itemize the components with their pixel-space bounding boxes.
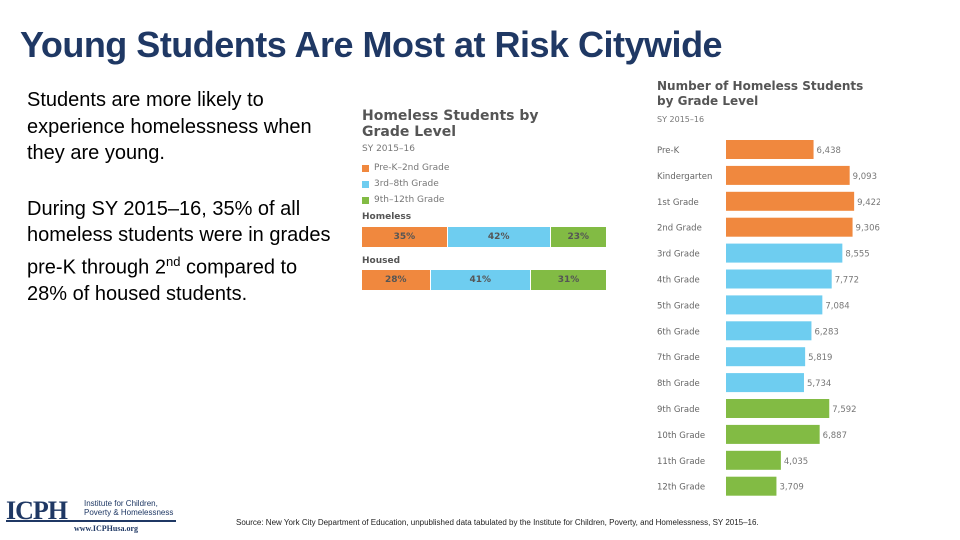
logo-url: www.ICPHusa.org <box>74 524 139 533</box>
legend-item-9th-12th: 9th–12th Grade <box>362 192 449 208</box>
bar-10th-grade <box>726 424 820 444</box>
icph-logo: ICPH Institute for Children, Poverty & H… <box>6 496 181 538</box>
count-chart-title-line2: by Grade Level <box>657 94 758 108</box>
logo-line2: Poverty & Homelessness <box>84 508 174 517</box>
legend-swatch-blue <box>362 180 369 188</box>
bar-5th-grade <box>726 295 823 315</box>
value-label-1st-grade: 9,422 <box>857 198 880 208</box>
stacked-chart-subtitle: SY 2015–16 <box>362 144 415 154</box>
category-label-8th-grade: 8th Grade <box>657 379 700 389</box>
legend-label-9th-12th: 9th–12th Grade <box>374 195 445 205</box>
group-label-housed: Housed <box>362 256 401 266</box>
legend-item-prek-2nd: Pre-K–2nd Grade <box>362 160 449 176</box>
stacked-chart-title-line1: Homeless Students by <box>362 108 539 124</box>
count-chart-subtitle: SY 2015–16 <box>657 115 704 124</box>
seg-housed-3rd-8th: 41% <box>430 270 532 290</box>
stacked-chart-title-line2: Grade Level <box>362 124 457 140</box>
category-label-7th-grade: 7th Grade <box>657 353 700 363</box>
legend-label-3rd-8th: 3rd–8th Grade <box>374 179 439 189</box>
bullet-1-part1: Students are more likely to experience h… <box>27 89 264 138</box>
value-label-7th-grade: 5,819 <box>808 353 832 363</box>
bullet-2-part2: compared to 28% of housed students. <box>27 256 298 305</box>
value-label-11th-grade: 4,035 <box>784 457 808 467</box>
bar-11th-grade <box>726 450 781 470</box>
seg-housed-9th-12th: 31% <box>531 270 607 290</box>
value-label-5th-grade: 7,084 <box>825 301 849 311</box>
legend-swatch-green <box>362 196 369 204</box>
bullet-text: Students are more likely to experience h… <box>27 87 337 307</box>
category-label-pre-k: Pre-K <box>657 146 680 156</box>
category-label-9th-grade: 9th Grade <box>657 405 700 415</box>
bar-2nd-grade <box>726 217 853 237</box>
source-note: Source: New York City Department of Educ… <box>236 518 759 527</box>
category-label-2nd-grade: 2nd Grade <box>657 224 702 234</box>
value-label-8th-grade: 5,734 <box>807 379 831 389</box>
category-label-12th-grade: 12th Grade <box>657 483 705 493</box>
seg-homeless-prek-2nd: 35% <box>362 227 448 247</box>
value-label-4th-grade: 7,772 <box>835 276 859 286</box>
seg-homeless-3rd-8th: 42% <box>447 227 551 247</box>
value-label-6th-grade: 6,283 <box>814 327 838 337</box>
value-label-12th-grade: 3,709 <box>779 483 803 493</box>
category-label-6th-grade: 6th Grade <box>657 327 700 337</box>
bullet-2-sup: nd <box>165 253 181 269</box>
category-label-1st-grade: 1st Grade <box>657 198 699 208</box>
count-chart-title-line1: Number of Homeless Students <box>657 79 863 93</box>
bullet-1: Students are more likely to experience h… <box>27 87 337 167</box>
category-label-kindergarten: Kindergarten <box>657 172 712 182</box>
stacked-grade-chart: Homeless Students by Grade Level SY 2015… <box>360 108 610 298</box>
value-label-10th-grade: 6,887 <box>823 431 847 441</box>
category-label-11th-grade: 11th Grade <box>657 457 705 467</box>
bar-1st-grade <box>726 191 855 211</box>
bullet-2: During SY 2015–16, 35% of all homeless s… <box>27 196 337 308</box>
value-label-9th-grade: 7,592 <box>832 405 856 415</box>
bar-9th-grade <box>726 399 830 418</box>
category-label-4th-grade: 4th Grade <box>657 276 700 286</box>
value-label-2nd-grade: 9,306 <box>856 224 880 234</box>
bar-6th-grade <box>726 321 812 341</box>
value-label-3rd-grade: 8,555 <box>845 250 869 260</box>
bar-12th-grade <box>726 476 777 496</box>
count-chart-bars: Pre-K 6,438 Kindergarten 9,093 1st Grade 9,42… <box>657 140 880 496</box>
stacked-chart-legend: Pre-K–2nd Grade 3rd–8th Grade 9th–12th G… <box>362 160 449 208</box>
bar-kindergarten <box>726 165 850 185</box>
category-label-10th-grade: 10th Grade <box>657 431 705 441</box>
stacked-bar-homeless: 35% 42% 23% <box>362 227 607 247</box>
logo-subtitle: Institute for Children, Poverty & Homele… <box>84 499 173 517</box>
bullet-2-part1: During SY 2015–16, 35% of all homeless s… <box>27 197 331 279</box>
category-label-5th-grade: 5th Grade <box>657 301 700 311</box>
bar-3rd-grade <box>726 243 843 263</box>
legend-label-prek-2nd: Pre-K–2nd Grade <box>374 163 450 173</box>
stacked-chart-title: Homeless Students by Grade Level <box>362 108 539 140</box>
legend-item-3rd-8th: 3rd–8th Grade <box>362 176 449 192</box>
bar-7th-grade <box>726 347 806 367</box>
seg-housed-prek-2nd: 28% <box>362 270 431 290</box>
slide-title: Young Students Are Most at Risk Citywide <box>20 24 723 65</box>
bar-4th-grade <box>726 269 832 289</box>
category-label-3rd-grade: 3rd Grade <box>657 250 700 260</box>
grade-count-chart: Number of Homeless Students by Grade Lev… <box>657 79 880 496</box>
bar-8th-grade <box>726 373 804 393</box>
value-label-kindergarten: 9,093 <box>853 172 877 182</box>
legend-swatch-orange <box>362 164 369 172</box>
bar-pre-k <box>726 140 814 159</box>
seg-homeless-9th-12th: 23% <box>550 227 607 247</box>
stacked-bar-housed: 28% 41% 31% <box>362 270 607 290</box>
logo-line1: Institute for Children, <box>84 499 158 508</box>
logo-rule <box>6 520 176 522</box>
group-label-homeless: Homeless <box>362 212 412 222</box>
bullet-1-part2: when they are young. <box>27 115 312 165</box>
value-label-pre-k: 6,438 <box>817 146 841 156</box>
